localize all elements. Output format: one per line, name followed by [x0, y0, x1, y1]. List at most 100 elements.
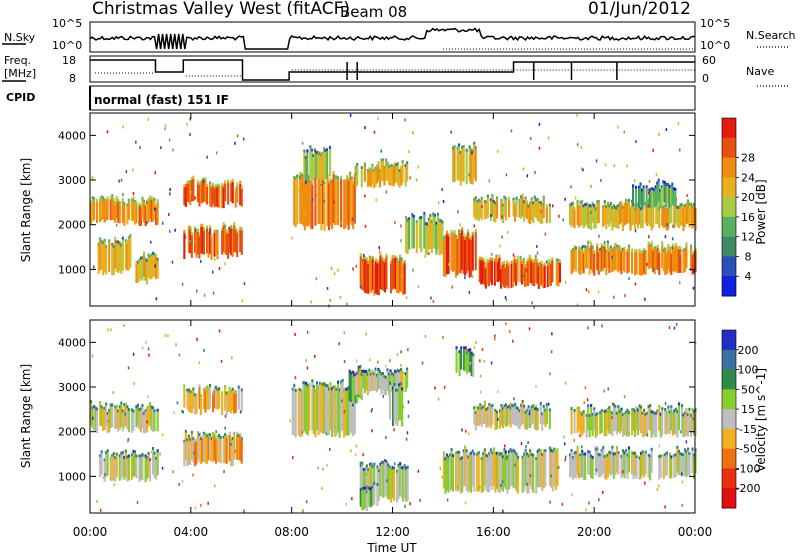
- power-cell: [139, 259, 143, 279]
- power-cell: [620, 201, 623, 204]
- velocity-cell: [396, 469, 399, 473]
- velocity-noise-point: [359, 461, 362, 465]
- velocity-cell: [541, 456, 544, 491]
- velocity-cell: [222, 438, 225, 464]
- power-cell: [231, 231, 234, 257]
- velocity-noise-point: [535, 404, 537, 408]
- velocity-cell: [573, 454, 576, 478]
- power-cell: [608, 248, 611, 252]
- power-cell: [514, 205, 517, 222]
- power-cell: [452, 149, 455, 183]
- power-noise-point: [432, 300, 435, 303]
- power-cell: [239, 180, 242, 184]
- velocity-cell: [626, 408, 629, 412]
- velocity-cell: [390, 468, 393, 472]
- velocity-cell: [467, 351, 470, 372]
- velocity-cell: [366, 372, 369, 376]
- power-cell: [611, 251, 614, 273]
- power-cell: [118, 204, 121, 224]
- velocity-cell: [512, 404, 515, 408]
- velocity-cell: [676, 445, 679, 449]
- power-cell: [582, 207, 585, 229]
- power-noise-point: [505, 173, 508, 177]
- power-cell: [480, 199, 483, 221]
- velocity-cell: [551, 452, 554, 492]
- velocity-cell: [523, 455, 526, 491]
- velocity-cell: [228, 386, 231, 390]
- power-cell: [551, 257, 554, 261]
- power-cell: [653, 191, 656, 208]
- power-cell: [458, 143, 461, 147]
- station-title: Christmas Valley West (fitACF): [92, 0, 350, 19]
- power-cell: [632, 206, 635, 225]
- velocity-cell: [215, 388, 218, 410]
- velocity-cell: [190, 393, 193, 414]
- velocity-noise-point: [681, 480, 684, 484]
- velocity-noise-point: [173, 411, 175, 415]
- velocity-cell: [491, 407, 494, 425]
- power-cell: [150, 196, 153, 200]
- velocity-cell: [132, 412, 135, 431]
- power-cell: [452, 146, 455, 150]
- power-cell: [483, 262, 486, 285]
- power-cell: [303, 181, 306, 231]
- power-cell: [369, 171, 372, 187]
- velocity-cell: [183, 442, 186, 467]
- velocity-noise-point: [371, 429, 373, 433]
- velocity-cell: [596, 415, 599, 436]
- power-noise-point: [499, 244, 501, 248]
- power-cell: [306, 180, 309, 227]
- power-cell: [347, 180, 350, 230]
- power-cell: [411, 216, 414, 249]
- nave-right-tick-high: 60: [702, 54, 716, 67]
- power-cell: [614, 245, 617, 271]
- power-cell: [591, 205, 594, 223]
- velocity-cell: [468, 452, 471, 456]
- velocity-cell: [527, 405, 530, 409]
- velocity-cell: [209, 386, 212, 409]
- power-cell: [530, 200, 533, 221]
- velocity-noise-point: [352, 403, 354, 407]
- power-cell: [400, 168, 403, 185]
- power-noise-point: [648, 191, 650, 195]
- velocity-noise-point: [407, 400, 410, 404]
- power-cell: [606, 204, 609, 225]
- power-cell: [673, 207, 676, 229]
- power-cell: [183, 232, 186, 260]
- power-noise-point: [562, 218, 564, 222]
- power-cell: [665, 208, 668, 231]
- power-noise-point: [168, 213, 170, 217]
- power-cell: [240, 227, 243, 231]
- velocity-cell: [683, 411, 687, 415]
- power-cell: [477, 198, 480, 202]
- power-cell: [599, 248, 602, 251]
- power-noise-point: [122, 193, 124, 197]
- velocity-cell: [632, 411, 635, 431]
- power-cell: [198, 185, 201, 207]
- velocity-cell: [199, 397, 203, 416]
- velocity-noise-point: [417, 469, 420, 473]
- velocity-cell: [548, 446, 551, 450]
- velocity-noise-point: [194, 506, 197, 510]
- power-cell: [512, 200, 515, 217]
- velocity-cell: [395, 388, 398, 392]
- velocity-cell: [554, 453, 557, 491]
- velocity-cell: [588, 414, 591, 418]
- power-cell: [693, 253, 696, 274]
- power-cell: [382, 257, 385, 261]
- velocity-noise-point: [583, 401, 585, 405]
- power-noise-point: [212, 270, 214, 274]
- velocity-cell: [677, 405, 681, 431]
- power-noise-point: [441, 188, 443, 191]
- velocity-noise-point: [110, 328, 112, 332]
- velocity-cell: [659, 457, 662, 478]
- power-cell: [112, 245, 115, 248]
- power-noise-point: [665, 128, 668, 132]
- power-cell: [201, 181, 204, 203]
- velocity-cell: [680, 453, 684, 456]
- power-cell: [653, 249, 656, 275]
- power-cell: [539, 200, 542, 204]
- power-cell: [109, 196, 112, 200]
